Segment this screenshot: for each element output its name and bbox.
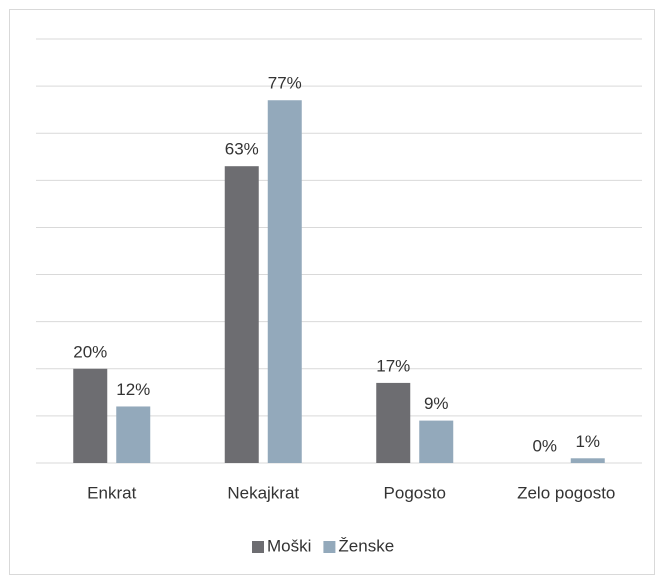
data-label: 20% <box>73 342 107 361</box>
data-label: 77% <box>268 74 302 93</box>
legend-label: Ženske <box>338 536 394 555</box>
x-tick-label: Nekajkrat <box>227 483 299 502</box>
data-label: 63% <box>225 140 259 159</box>
data-label: 9% <box>424 394 449 413</box>
x-tick-label: Enkrat <box>87 483 136 502</box>
bar <box>116 406 151 463</box>
x-tick-label: Zelo pogosto <box>517 483 615 502</box>
bar <box>73 368 108 463</box>
legend-swatch <box>323 541 336 553</box>
bar <box>224 166 259 463</box>
legend-label: Moški <box>267 536 311 555</box>
legend-swatch <box>252 541 264 553</box>
bar <box>419 420 454 463</box>
chart-frame <box>9 9 655 575</box>
x-tick-label: Pogosto <box>384 483 446 502</box>
data-label: 12% <box>116 380 150 399</box>
bar <box>570 458 605 463</box>
data-label: 17% <box>376 356 410 375</box>
bar <box>267 100 302 463</box>
data-label: 1% <box>575 432 600 451</box>
bar <box>376 382 411 463</box>
data-label: 0% <box>532 436 557 455</box>
